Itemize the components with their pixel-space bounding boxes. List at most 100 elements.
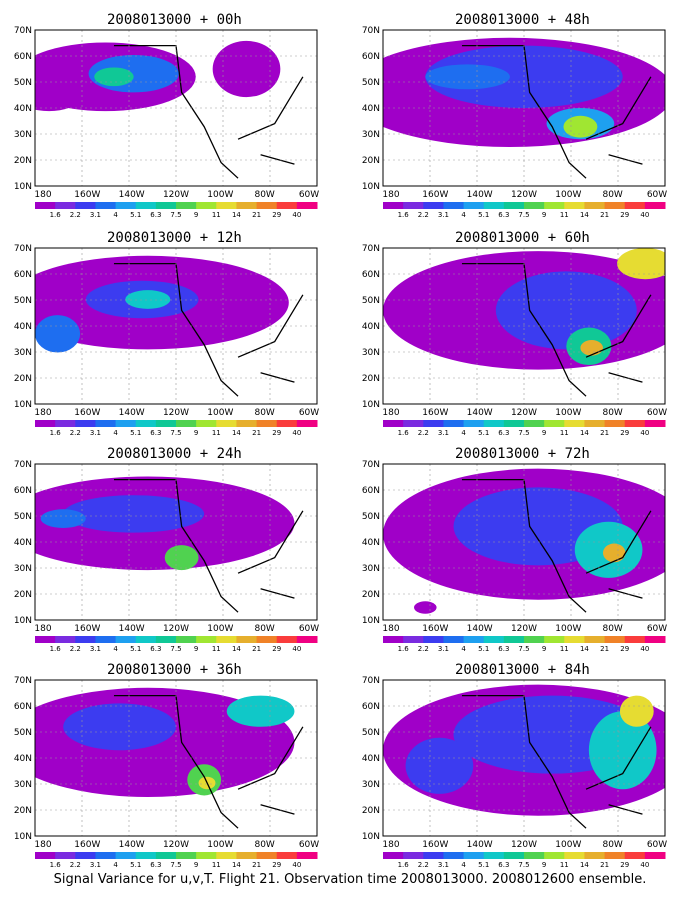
lat-label: 70N — [362, 26, 380, 36]
lat-label: 70N — [362, 244, 380, 254]
lat-label: 30N — [14, 130, 32, 140]
lon-label: 120W — [163, 624, 189, 634]
colorbar-label: 11 — [212, 645, 221, 653]
colorbar-label: 7.5 — [170, 429, 181, 437]
colorbar-swatch — [403, 202, 424, 209]
colorbar-swatch — [276, 852, 298, 859]
colorbar-swatch — [503, 636, 525, 643]
colorbar-label: 40 — [292, 861, 301, 869]
lon-label: 120W — [163, 408, 189, 418]
colorbar-swatch — [624, 852, 646, 859]
colorbar-label: 40 — [292, 645, 301, 653]
colorbar-swatch — [276, 636, 298, 643]
colorbar-label: 2.2 — [418, 645, 429, 653]
colorbar-label: 21 — [600, 211, 609, 219]
variance-contour — [495, 271, 637, 350]
lon-label: 120W — [163, 840, 189, 850]
variance-contour — [602, 543, 626, 563]
colorbar-swatch — [584, 420, 606, 427]
lat-label: 40N — [362, 538, 380, 548]
colorbar-label: 5.1 — [478, 861, 489, 869]
colorbar-swatch — [95, 636, 117, 643]
lon-label: 140W — [467, 840, 493, 850]
colorbar-swatch — [135, 636, 157, 643]
lat-label: 60N — [362, 270, 380, 280]
colorbar-swatch — [503, 202, 525, 209]
colorbar-swatch — [463, 420, 485, 427]
colorbar-label: 21 — [252, 429, 261, 437]
colorbar-label: 21 — [600, 861, 609, 869]
lon-label: 140W — [119, 190, 145, 200]
lon-label: 140W — [119, 840, 145, 850]
lat-label: 50N — [14, 78, 32, 88]
lat-label: 40N — [362, 104, 380, 114]
colorbar-label: 14 — [580, 429, 589, 437]
colorbar-label: 4 — [461, 211, 466, 219]
lat-label: 70N — [14, 676, 32, 686]
colorbar-swatch — [604, 852, 626, 859]
colorbar-label: 9 — [194, 429, 198, 437]
colorbar-label: 5.1 — [478, 429, 489, 437]
colorbar-label: 1.6 — [50, 645, 62, 653]
colorbar-swatch — [544, 420, 565, 427]
lon-label: 140W — [467, 624, 493, 634]
panel-title: 2008013000 + 00h — [107, 12, 242, 28]
colorbar-swatch — [276, 202, 298, 209]
lon-label: 180 — [34, 408, 51, 418]
colorbar-swatch — [196, 420, 217, 427]
colorbar-swatch — [155, 420, 177, 427]
lat-label: 60N — [14, 270, 32, 280]
map-frame — [34, 679, 318, 837]
colorbar-swatch — [276, 420, 298, 427]
colorbar-swatch — [75, 420, 96, 427]
colorbar-label: 3.1 — [438, 429, 449, 437]
variance-contour — [619, 695, 654, 727]
lat-label: 20N — [362, 806, 380, 816]
colorbar-swatch — [135, 852, 157, 859]
lat-label: 50N — [14, 728, 32, 738]
lat-label: 20N — [14, 590, 32, 600]
colorbar-label: 9 — [542, 429, 546, 437]
lon-label: 60W — [647, 190, 667, 200]
colorbar-label: 21 — [252, 861, 261, 869]
colorbar-swatch — [135, 420, 157, 427]
lat-label: 30N — [14, 780, 32, 790]
colorbar-swatch — [443, 202, 465, 209]
colorbar-label: 3.1 — [90, 429, 101, 437]
map-frame — [382, 247, 666, 405]
colorbar-label: 9 — [194, 645, 198, 653]
lon-label: 160W — [74, 190, 100, 200]
colorbar-swatch — [544, 636, 565, 643]
lon-label: 140W — [467, 190, 493, 200]
lon-label: 80W — [602, 408, 622, 418]
lat-label: 10N — [14, 182, 32, 192]
colorbar-swatch — [483, 202, 505, 209]
colorbar-swatch — [564, 420, 585, 427]
variance-contour — [164, 545, 199, 571]
colorbar-label: 11 — [212, 861, 221, 869]
colorbar-swatch — [544, 202, 565, 209]
lon-label: 180 — [34, 190, 51, 200]
colorbar-swatch — [155, 202, 177, 209]
panel-title: 2008013000 + 36h — [107, 662, 242, 678]
colorbar-swatch — [624, 202, 646, 209]
colorbar-swatch — [155, 636, 177, 643]
colorbar-swatch — [423, 202, 444, 209]
panel-title: 2008013000 + 12h — [107, 230, 242, 246]
lat-label: 10N — [362, 400, 380, 410]
colorbar-swatch — [216, 852, 237, 859]
lat-label: 70N — [14, 460, 32, 470]
colorbar-label: 2.2 — [70, 429, 81, 437]
lon-label: 160W — [74, 408, 100, 418]
map-frame — [34, 29, 318, 187]
colorbar-label: 14 — [232, 645, 241, 653]
colorbar-label: 7.5 — [170, 645, 181, 653]
colorbar-swatch — [296, 636, 318, 643]
colorbar-label: 7.5 — [170, 861, 181, 869]
colorbar-label: 5.1 — [130, 645, 141, 653]
colorbar-label: 29 — [620, 645, 629, 653]
map-frame — [34, 463, 318, 621]
